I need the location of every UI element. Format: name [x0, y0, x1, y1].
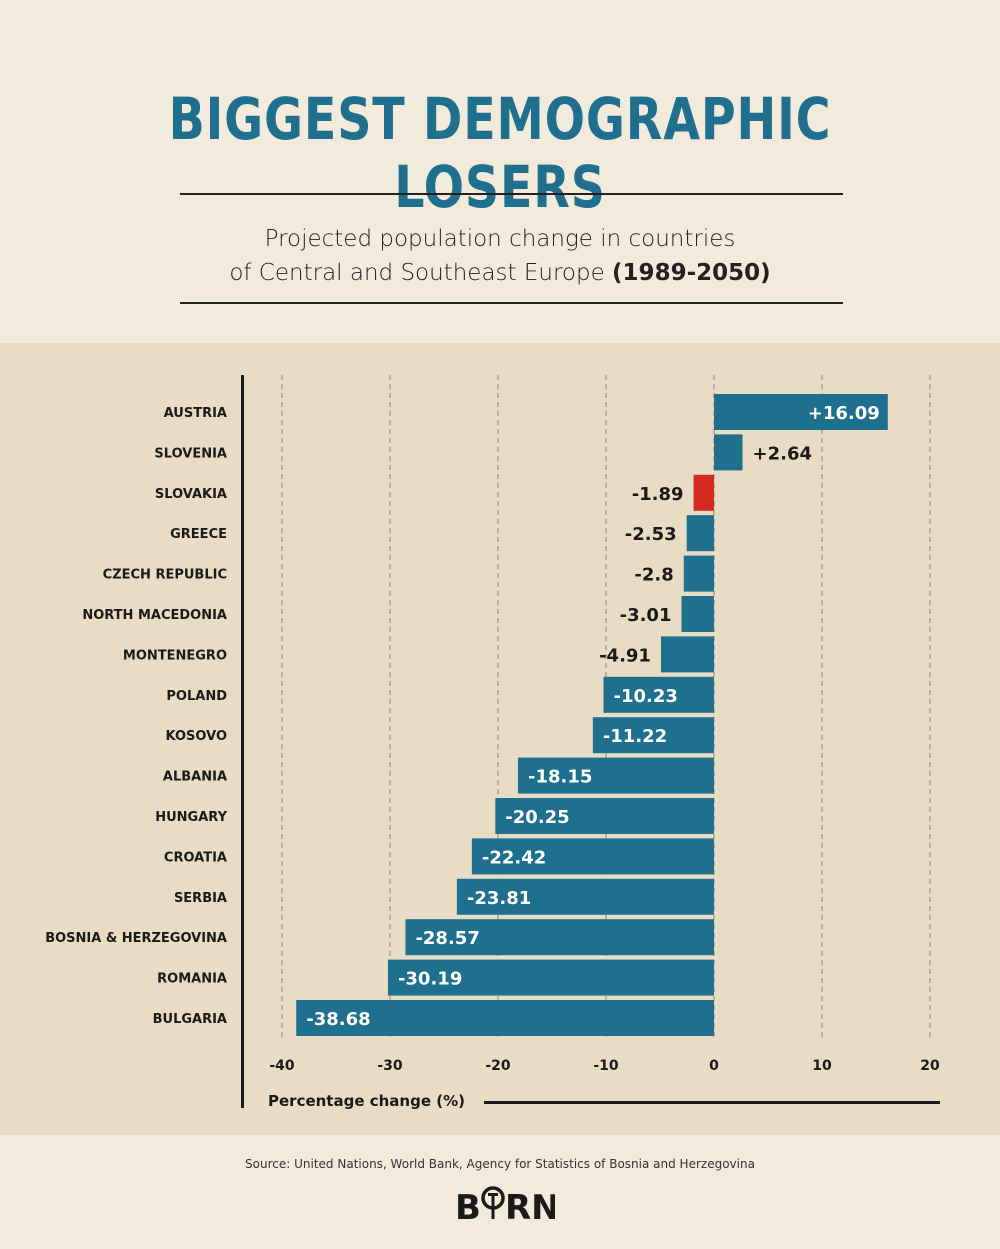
- category-label: SLOVAKIA: [155, 487, 227, 502]
- value-label: -11.22: [603, 726, 667, 747]
- value-label: -18.15: [528, 767, 592, 788]
- x-tick-label: 20: [920, 1058, 940, 1074]
- subtitle-line1: Projected population change in countries: [264, 226, 736, 252]
- x-tick-label: -40: [269, 1058, 295, 1074]
- bar: [683, 555, 714, 592]
- category-label: AUSTRIA: [164, 406, 227, 421]
- bar: [592, 717, 714, 754]
- title-divider-bottom: [180, 302, 843, 304]
- category-label: BULGARIA: [153, 1012, 227, 1027]
- chart-title: BIGGEST DEMOGRAPHIC LOSERS: [168, 85, 832, 221]
- bar: [660, 636, 714, 673]
- value-label: +2.64: [753, 443, 813, 464]
- category-label: CROATIA: [164, 850, 227, 865]
- bar: [693, 474, 714, 511]
- x-tick-label: 10: [812, 1058, 832, 1074]
- category-label: BOSNIA & HERZEGOVINA: [45, 931, 227, 946]
- category-label: CZECH REPUBLIC: [103, 568, 227, 583]
- value-label: -4.91: [599, 645, 651, 666]
- bar: [714, 434, 743, 471]
- bar: [495, 798, 714, 834]
- bar: [471, 838, 714, 875]
- bar: [603, 676, 714, 713]
- title-divider-top: [180, 193, 843, 195]
- value-label: -20.25: [505, 807, 569, 828]
- bar: [456, 878, 714, 915]
- svg-text:B: B: [455, 1188, 481, 1227]
- bar: [681, 596, 714, 632]
- category-label: GREECE: [170, 527, 227, 542]
- x-axis-title-rule: [484, 1101, 940, 1104]
- svg-text:RN: RN: [505, 1188, 555, 1227]
- value-label: -23.81: [467, 888, 531, 909]
- category-label: POLAND: [166, 689, 227, 704]
- chart-subtitle: Projected population change in countries…: [0, 222, 1000, 290]
- category-label: ROMANIA: [157, 972, 227, 987]
- x-axis-title: Percentage change (%): [268, 1092, 465, 1110]
- value-label: -1.89: [632, 484, 684, 505]
- subtitle-years: (1989-2050): [612, 260, 771, 286]
- category-label: KOSOVO: [166, 729, 228, 744]
- bar: [387, 959, 714, 996]
- bar: [296, 1000, 714, 1036]
- subtitle-line2: of Central and Southeast Europe: [229, 260, 605, 286]
- value-label: -10.23: [614, 686, 678, 707]
- source-note: Source: United Nations, World Bank, Agen…: [245, 1157, 755, 1171]
- x-tick-label: 0: [709, 1058, 719, 1074]
- value-label: -2.53: [625, 524, 677, 545]
- bar: [686, 515, 714, 552]
- y-axis-line: [241, 375, 244, 1108]
- bar: [405, 919, 714, 956]
- x-tick-label: -20: [485, 1058, 511, 1074]
- category-label: MONTENEGRO: [123, 648, 227, 663]
- x-tick-label: -10: [593, 1058, 619, 1074]
- value-label: -30.19: [398, 969, 462, 990]
- x-tick-label: -30: [377, 1058, 403, 1074]
- value-label: -3.01: [620, 605, 672, 626]
- category-label: ALBANIA: [163, 770, 227, 785]
- value-label: -38.68: [306, 1009, 370, 1030]
- value-label: +16.09: [808, 403, 880, 424]
- value-label: -22.42: [482, 847, 546, 868]
- bar: [517, 757, 714, 794]
- category-label: HUNGARY: [155, 810, 227, 825]
- value-label: -2.8: [634, 565, 673, 586]
- category-label: NORTH MACEDONIA: [82, 608, 227, 623]
- category-label: SERBIA: [174, 891, 227, 906]
- birn-logo: B RN: [455, 1183, 560, 1228]
- bar: [714, 394, 888, 430]
- category-label: SLOVENIA: [154, 446, 227, 461]
- value-label: -28.57: [415, 928, 479, 949]
